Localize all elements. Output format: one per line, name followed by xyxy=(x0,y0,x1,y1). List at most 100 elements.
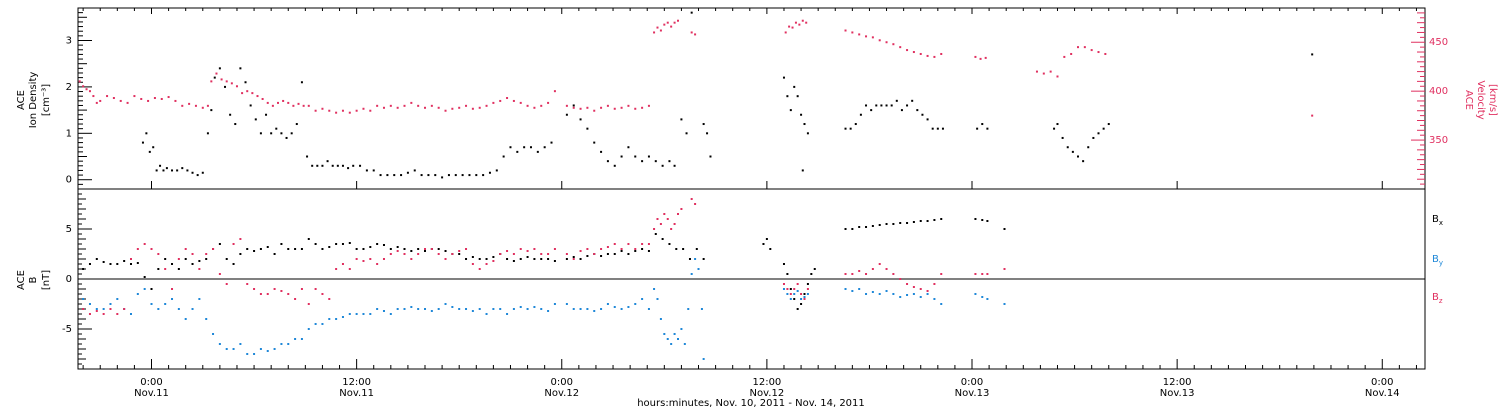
velocity-point xyxy=(241,92,244,95)
velocity-point xyxy=(424,106,427,109)
velocity-point xyxy=(663,23,666,26)
velocity-point xyxy=(673,21,676,24)
bx-point xyxy=(266,246,269,248)
velocity-point xyxy=(188,102,191,105)
bz-point xyxy=(676,213,679,215)
density-point xyxy=(921,113,924,116)
bz-point xyxy=(314,288,317,290)
velocity-point xyxy=(653,31,656,34)
bz-point xyxy=(579,250,582,252)
density-point xyxy=(365,169,368,172)
density-point xyxy=(400,174,403,177)
bz-point xyxy=(184,248,187,250)
bx-point xyxy=(424,250,427,252)
velocity-point xyxy=(451,107,454,110)
velocity-point xyxy=(167,96,170,99)
density-point xyxy=(359,164,362,167)
velocity-point xyxy=(871,36,874,39)
bz-series xyxy=(82,198,1006,315)
by-point xyxy=(526,308,529,310)
by-point xyxy=(287,343,290,345)
by-point xyxy=(417,308,420,310)
velocity-point xyxy=(906,49,909,52)
by-point xyxy=(109,303,112,305)
velocity-point xyxy=(690,31,693,34)
time-tick-label: 0:00 xyxy=(961,377,983,388)
by-point xyxy=(565,303,568,305)
bz-point xyxy=(940,273,943,275)
bz-point xyxy=(328,298,331,300)
by-point xyxy=(157,308,160,310)
velocity-point xyxy=(512,99,515,102)
bx-point xyxy=(492,256,495,258)
bz-point xyxy=(647,243,650,245)
velocity-point xyxy=(526,104,529,107)
field-tick-label: 0 xyxy=(66,274,72,285)
bz-point xyxy=(586,248,589,250)
density-point xyxy=(1071,150,1074,153)
velocity-point xyxy=(565,104,568,107)
by-point xyxy=(793,293,796,295)
bz-point xyxy=(899,278,902,280)
bx-point xyxy=(565,258,568,260)
velocity-point xyxy=(533,106,536,109)
by-point xyxy=(471,310,474,312)
density-point xyxy=(654,160,657,163)
density-point xyxy=(509,146,512,149)
bz-point xyxy=(659,223,662,225)
by-point xyxy=(136,293,139,295)
bx-point xyxy=(389,248,392,250)
by-point xyxy=(1003,303,1006,305)
bz-point xyxy=(892,273,895,275)
density-point xyxy=(316,164,319,167)
velocity-point xyxy=(140,97,143,100)
velocity-point xyxy=(225,80,228,83)
by-point xyxy=(328,318,331,320)
density-point xyxy=(224,85,227,88)
bx-point xyxy=(150,288,153,290)
bz-point xyxy=(246,283,249,285)
bz-point xyxy=(906,283,909,285)
density-point xyxy=(218,67,221,70)
by-point xyxy=(403,308,406,310)
bx-point xyxy=(116,263,119,265)
by-point xyxy=(572,308,575,310)
bz-point xyxy=(912,286,915,288)
density-point xyxy=(550,141,553,144)
by-point xyxy=(437,308,440,310)
bz-point xyxy=(690,198,693,200)
top-panel-frame xyxy=(77,7,1426,190)
by-point xyxy=(341,316,344,318)
magnetic-field-axis: -5 0 5 xyxy=(62,193,92,365)
velocity-point xyxy=(694,33,697,36)
velocity-point xyxy=(376,104,379,107)
bz-point xyxy=(171,288,174,290)
bx-point xyxy=(225,258,228,260)
density-point xyxy=(420,174,423,177)
velocity-point xyxy=(201,106,204,109)
density-point xyxy=(254,118,257,121)
by-point xyxy=(878,293,881,295)
legend: Bx By Bz xyxy=(1432,214,1443,305)
velocity-point xyxy=(417,104,420,107)
bx-point xyxy=(933,219,936,221)
bz-point xyxy=(376,263,379,265)
velocity-point xyxy=(1049,70,1052,73)
bx-point xyxy=(878,224,881,226)
velocity-point xyxy=(382,106,385,109)
density-point xyxy=(488,171,491,174)
bz-point xyxy=(793,288,796,290)
density-point xyxy=(347,167,350,170)
bx-point xyxy=(586,255,589,257)
velocity-point xyxy=(369,109,372,112)
bx-point xyxy=(191,263,194,265)
date-tick-label: Nov.14 xyxy=(1365,388,1400,399)
bz-point xyxy=(116,313,119,315)
velocity-point xyxy=(979,57,982,60)
by-point xyxy=(164,303,167,305)
bx-point xyxy=(899,222,902,224)
by-point xyxy=(396,308,399,310)
bz-point xyxy=(335,268,338,270)
bz-point xyxy=(572,258,575,260)
field-ylabel-line1: ACE xyxy=(16,270,27,290)
